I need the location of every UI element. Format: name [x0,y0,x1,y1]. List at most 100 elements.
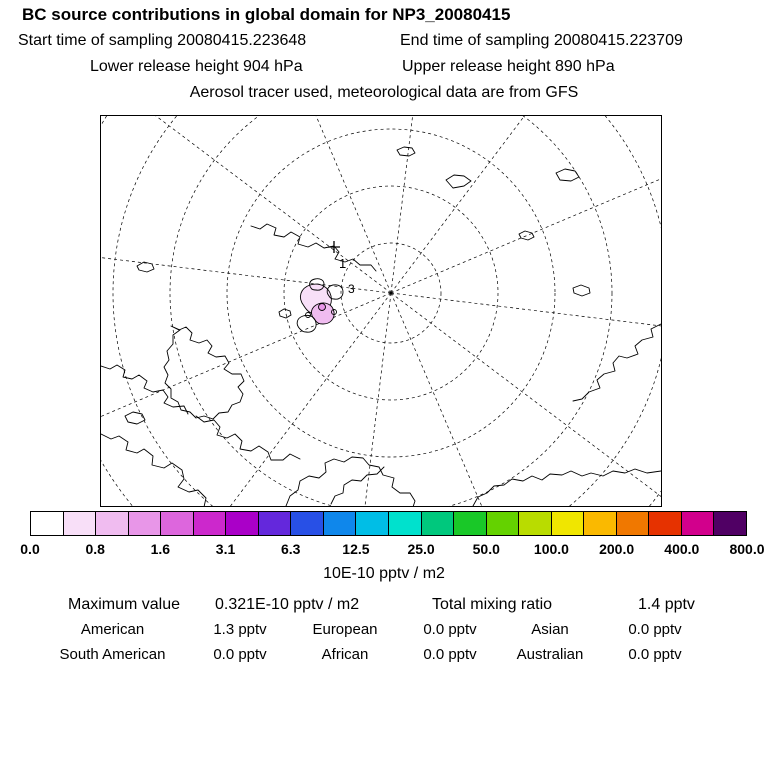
coastlines [101,146,661,506]
colorbar-tick-label: 800.0 [729,541,765,557]
source-value: 1.3 pptv [213,621,267,638]
meridian-line [230,292,392,506]
source-value: 0.0 pptv [213,646,267,663]
meridian-line [390,292,661,327]
colorbar-segment [291,512,324,535]
meridian-line [390,116,413,294]
colorbar-segment [161,512,194,535]
colorbar-segment [649,512,682,535]
colorbar-tick-label: 1.6 [150,541,171,557]
coastline-path [163,325,245,420]
source-grid: American 1.3 pptv European 0.0 pptv Asian 0.0… [20,621,748,663]
contour-line [278,308,292,319]
island-outline [555,168,580,182]
coastline-path [572,323,661,402]
tracer-info-line: Aerosol tracer used, meteorological data… [189,84,579,101]
colorbar-segment [714,512,747,535]
source-name: South American [59,646,166,663]
island-outline [518,230,535,241]
colorbar-tick-label: 0.0 [20,541,40,557]
latitude-circle [169,116,613,506]
colorbar-segment [389,512,422,535]
colorbar-ticks: 0.0 0.8 1.6 3.1 6.3 12.5 25.0 50.0 100.0 200.0 400… [20,541,764,558]
colorbar-segment [193,512,227,535]
contour-line [326,284,344,300]
colorbar-segment [96,512,129,535]
source-value: 0.0 pptv [423,621,477,638]
colorbar-segment [226,512,259,535]
colorbar-tick-label: 3.1 [215,541,236,557]
plus-marker-icon [328,241,340,253]
meridian-line [390,178,661,294]
latitude-circle [226,128,556,458]
source-value: 0.0 pptv [628,646,682,663]
colorbar-segment [454,512,487,535]
coastline-path [101,364,189,415]
coastline-path [195,415,301,461]
meridian-line [390,292,661,497]
source-name: European [312,621,378,638]
latitude-circle [283,185,499,401]
colorbar-segment [258,512,292,535]
source-value: 0.0 pptv [423,646,477,663]
lower-release-height: Lower release height 904 hPa [90,58,303,75]
colorbar-tick-label: 0.8 [85,541,105,557]
maximum-value-label: Maximum value [68,596,181,613]
source-value: 0.0 pptv [628,621,682,638]
source-name: African [321,646,369,663]
colorbar-tick-label: 200.0 [599,541,635,557]
colorbar-segment [584,512,617,535]
colorbar-segment [681,512,715,535]
coastline-path [330,466,385,505]
contour-line [311,302,335,325]
colorbar [30,511,747,536]
contour-cluster [278,278,344,333]
contour-label: 3 [348,282,355,296]
colorbar-tick-label: 6.3 [280,541,301,557]
latitude-circle [112,116,661,506]
colorbar-tick-label: 400.0 [664,541,700,557]
sampling-end-time: End time of sampling 20080415.223709 [400,32,683,49]
sampling-start-time: Start time of sampling 20080415.223648 [18,32,307,49]
colorbar-tick-label: 100.0 [533,541,569,557]
colorbar-segment [63,512,97,535]
colorbar-unit-label: 10E-10 pptv / m2 [323,565,445,582]
total-mixing-ratio-label: Total mixing ratio [432,596,553,613]
graticule [101,116,661,506]
page-title: BC source contributions in global domain… [22,5,511,24]
colorbar-segment [128,512,162,535]
coastline-path [250,223,377,272]
maximum-value: 0.321E-10 pptv / m2 [215,596,360,613]
island-outline [445,174,472,189]
contour-line [296,314,317,333]
source-name: Australian [516,646,584,663]
contour-line [309,278,325,291]
contour-line [318,303,326,311]
coastline-path [101,433,207,506]
colorbar-segment [356,512,390,535]
island-outline [124,411,146,425]
polar-map: 1 3 [100,115,662,507]
colorbar-segment [519,512,552,535]
colorbar-tick-label: 12.5 [342,541,370,557]
colorbar-tick-label: 25.0 [407,541,435,557]
meridian-line [155,116,392,294]
total-mixing-ratio-value: 1.4 pptv [638,596,695,613]
meridian-line [315,116,392,294]
colorbar-tick-label: 50.0 [472,541,500,557]
latitude-circle [340,242,442,344]
colorbar-segment [31,512,64,535]
source-name: Asian [531,621,569,638]
coastline-path [285,456,416,506]
island-outline [136,261,155,273]
station-marker: 1 3 [328,241,355,296]
station-label: 1 [339,256,346,271]
colorbar-segment [486,512,520,535]
source-name: American [80,621,145,638]
island-outline [572,284,591,297]
meridian-line [390,116,525,294]
colorbar-segment [616,512,650,535]
contour-line [331,309,337,315]
island-outline [396,146,416,157]
